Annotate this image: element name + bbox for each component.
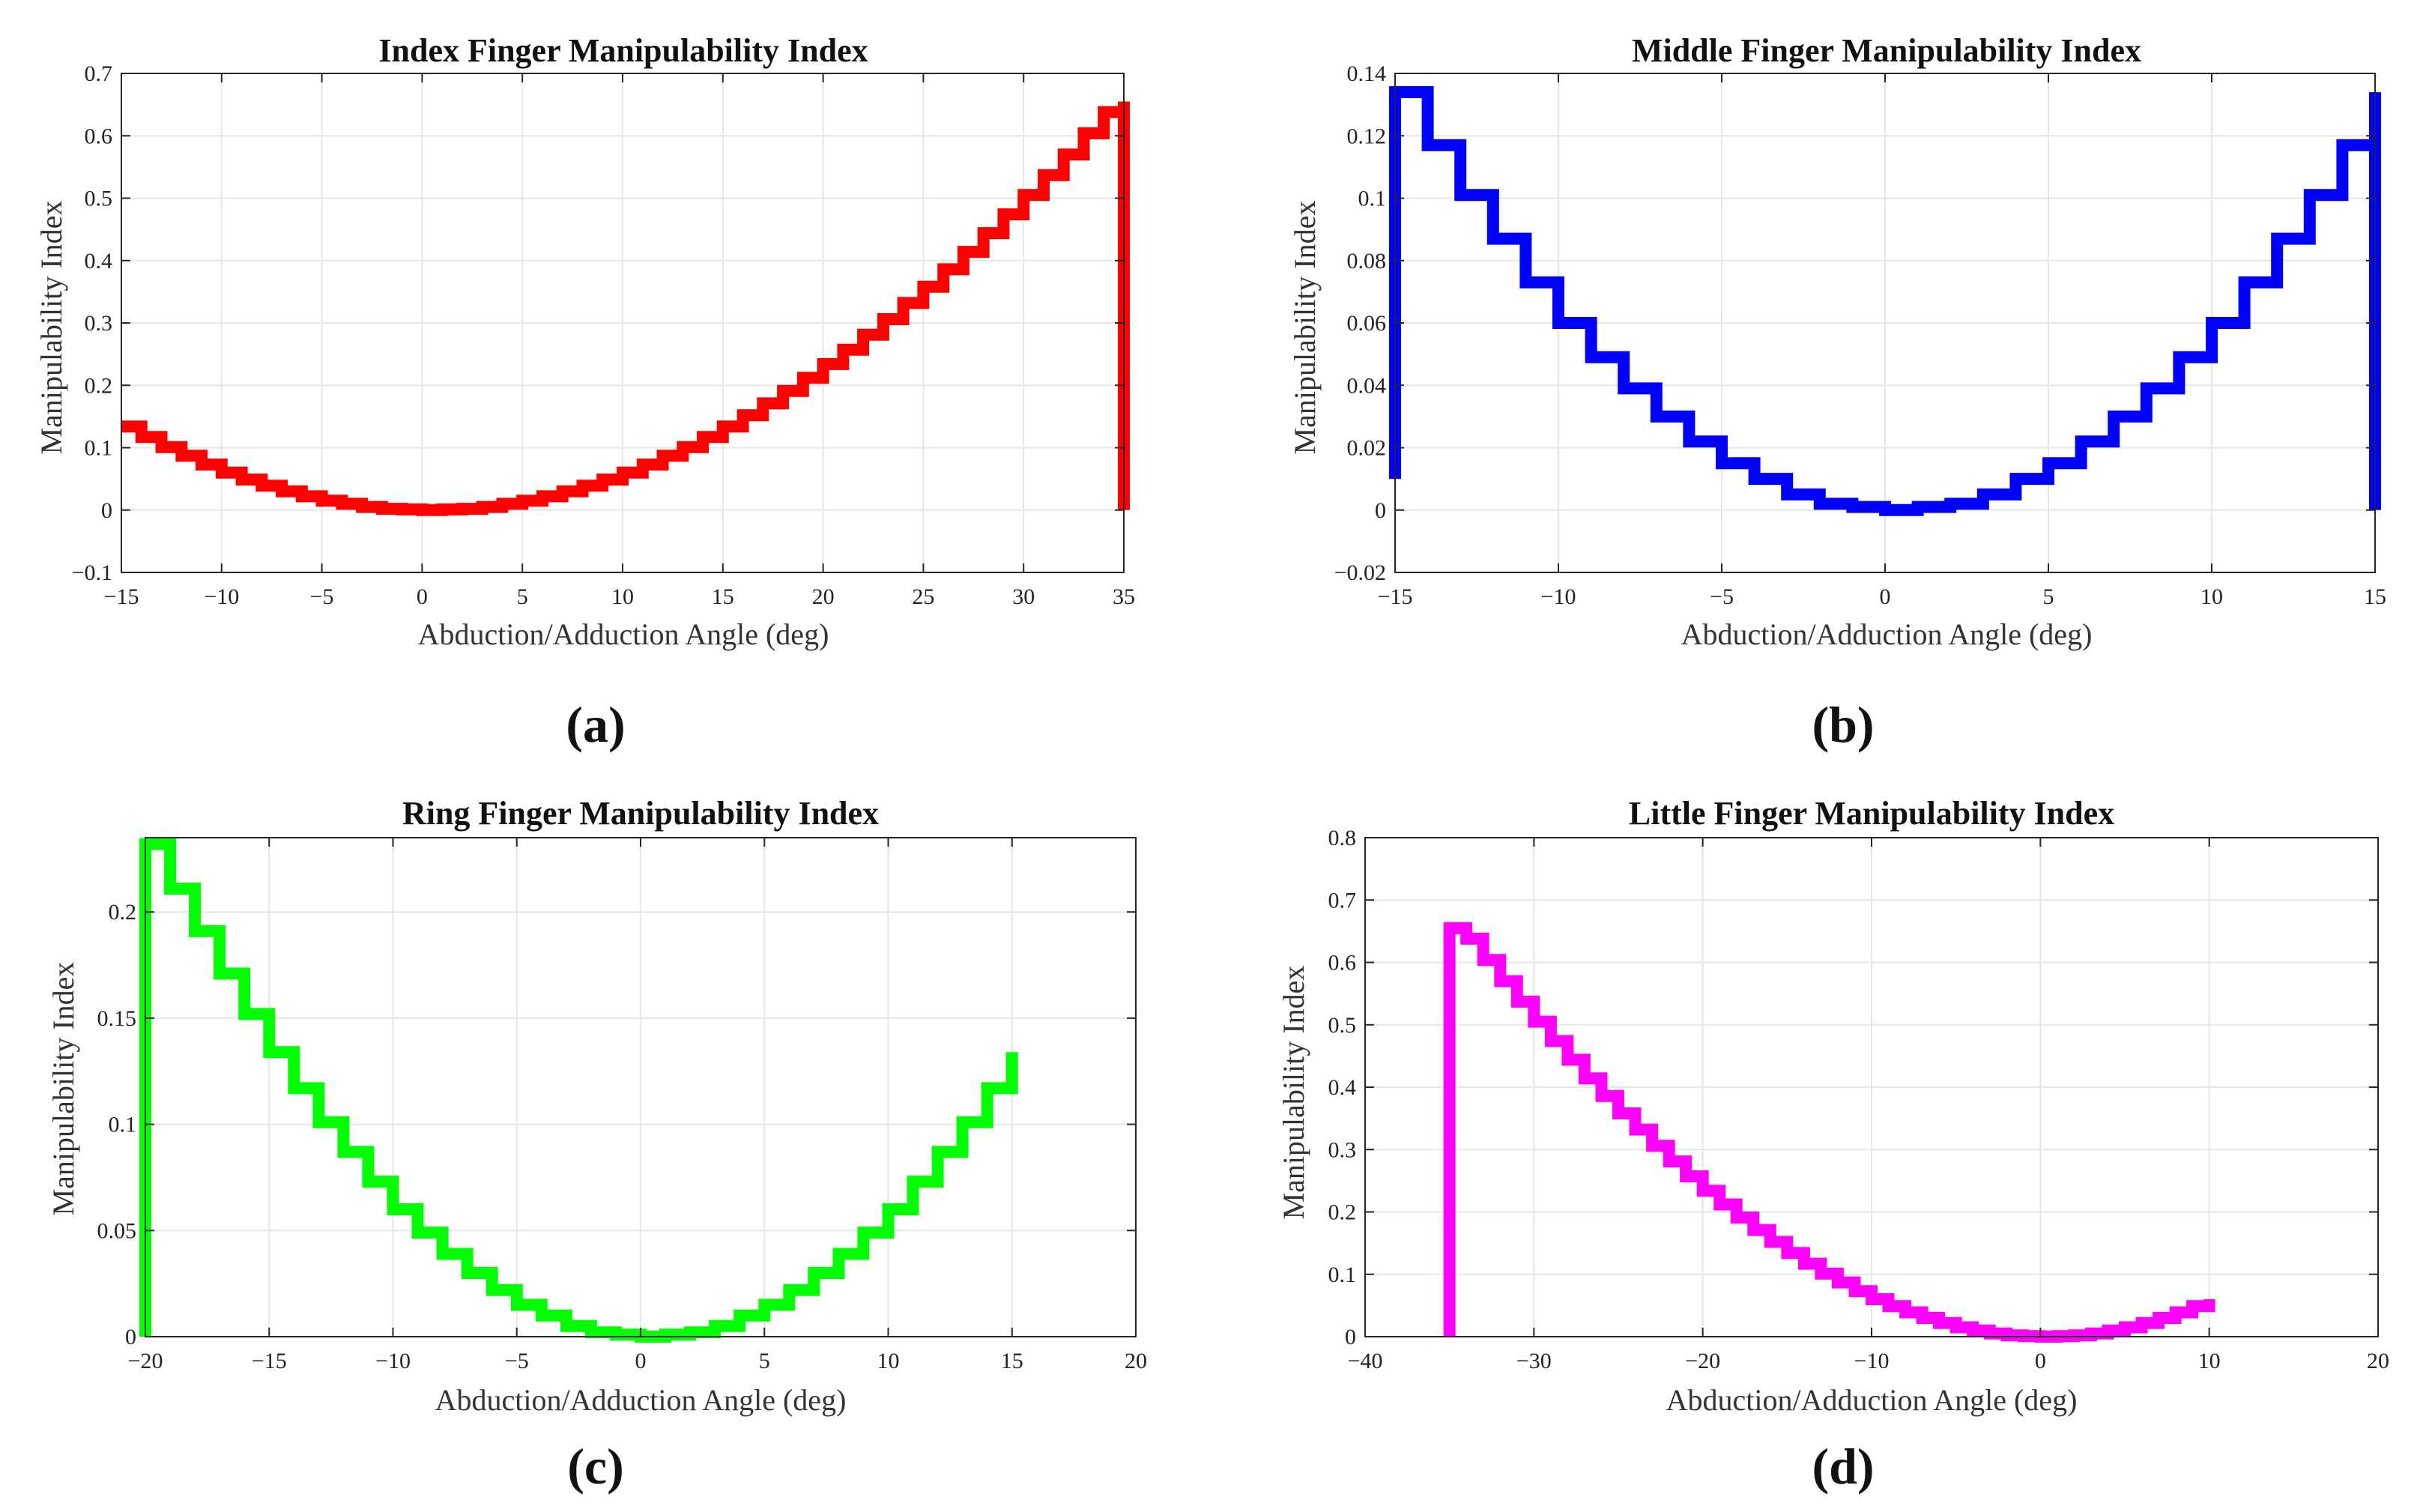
x-tick-label: 20 [2367,1349,2389,1373]
x-tick-label: −5 [1710,584,1734,609]
y-tick-label: 0.7 [85,61,113,86]
panel-label: (c) [567,1438,623,1495]
x-tick-label: 10 [2200,584,2223,609]
panel-label: (a) [566,696,625,753]
y-tick-label: 0.8 [1328,826,1357,850]
x-tick-label: −30 [1516,1349,1552,1373]
series-line-middle [1389,86,2381,516]
plot-area-2: −20 −15 −10 −5 0 5 10 15 20 0 0.05 0.1 0.15 0.2 [97,837,1147,1373]
y-tick-label: 0.2 [85,373,113,398]
y-tick-label: 0.05 [97,1218,137,1243]
y-axis-label: Manipulability Index [1277,966,1310,1220]
x-tick-label: 10 [2198,1349,2221,1373]
panel-a: Index Finger Manipulability Index Manipu… [34,32,868,753]
x-tick-label: −15 [104,584,139,609]
y-tick-label: −0.02 [1334,560,1386,585]
y-axis-label: Manipulability Index [1288,201,1322,455]
y-tick-label: 0.3 [1328,1137,1357,1162]
chart-title: Index Finger Manipulability Index [378,32,868,69]
x-tick-label: 0 [417,584,428,609]
y-tick-label: 0 [125,1325,136,1349]
y-tick-label: 0.12 [1347,124,1387,148]
y-tick-label: 0.1 [1358,187,1387,211]
plot-area-1: −15 −10 −5 0 5 10 15 −0.02 0 0.02 0.04 0.06 0.08 0.1 0… [1334,61,2386,609]
x-tick-label: −15 [1378,584,1413,609]
x-tick-label: 10 [877,1349,900,1373]
y-tick-label: 0 [101,498,112,523]
x-axis-label: Abduction/Adduction Angle (deg) [418,617,829,651]
x-tick-label: 15 [712,584,734,609]
x-tick-label: 5 [759,1349,770,1373]
plot-area-0: −15 −10 −5 0 5 10 15 20 25 30 35 −0.1 0 0.1 0.2 0.3 0.4 0… [72,61,1135,609]
x-tick-label: 35 [1113,584,1135,609]
y-tick-label: 0.3 [85,311,113,336]
x-tick-label: 20 [1125,1349,1147,1373]
x-axis-label: Abduction/Adduction Angle (deg) [1681,617,2093,651]
y-tick-label: 0.1 [109,1113,137,1137]
y-tick-label: 0.4 [1328,1075,1357,1100]
x-tick-label: −10 [1541,584,1576,609]
y-tick-label: 0.5 [1328,1013,1357,1038]
chart-title: Middle Finger Manipulability Index [1632,32,2141,69]
y-tick-label: 0.1 [85,436,113,461]
y-tick-label: 0.15 [97,1006,137,1031]
x-tick-label: 10 [611,584,634,609]
y-tick-label: 0 [1345,1325,1356,1349]
x-tick-label: −5 [505,1349,529,1373]
x-tick-label: 15 [2364,584,2386,609]
x-tick-label: 5 [2043,584,2054,609]
y-tick-label: 0.5 [85,187,113,211]
x-tick-label: −10 [375,1349,411,1373]
panel-d: Little Finger Manipulability Index Manip… [1277,795,2114,1495]
y-tick-label: 0.04 [1347,373,1387,398]
panel-b: Middle Finger Manipulability Index Manip… [1288,32,2141,753]
y-tick-label: 0.6 [1328,951,1357,976]
y-tick-label: 0.06 [1347,311,1387,336]
x-tick-label: −15 [252,1349,287,1373]
x-tick-label: −40 [1348,1349,1383,1373]
y-tick-label: 0.6 [85,124,113,148]
y-tick-label: −0.1 [72,560,112,585]
x-tick-label: 15 [1001,1349,1023,1373]
panel-label: (d) [1812,1438,1874,1495]
x-tick-label: −5 [310,584,334,609]
x-axis-label: Abduction/Adduction Angle (deg) [1666,1383,2078,1417]
x-tick-label: −20 [1685,1349,1720,1373]
series-line-index [121,101,1130,516]
y-tick-label: 0.2 [109,900,137,925]
y-axis-label: Manipulability Index [34,201,68,455]
y-tick-label: 0 [1375,498,1386,523]
y-tick-label: 0.1 [1328,1262,1357,1287]
x-tick-label: 0 [1880,584,1891,609]
x-tick-label: −10 [204,584,239,609]
x-tick-label: 0 [635,1349,647,1373]
plot-area-3: −40 −30 −20 −10 0 10 20 0 0.1 0.2 0.3 0.4 0.5 0.6 0.7 0… [1328,826,2390,1373]
y-tick-label: 0.08 [1347,249,1387,273]
x-tick-label: 20 [812,584,835,609]
x-tick-label: 5 [517,584,528,609]
y-axis-label: Manipulability Index [46,962,80,1216]
x-tick-label: −10 [1854,1349,1890,1373]
x-tick-label: 25 [912,584,934,609]
series-line-little [1443,922,2215,1343]
series-line-ring [139,838,1018,1343]
x-tick-label: 30 [1012,584,1035,609]
x-axis-label: Abduction/Adduction Angle (deg) [435,1383,847,1417]
chart-title: Ring Finger Manipulability Index [402,795,879,832]
x-tick-label: −20 [128,1349,163,1373]
y-tick-label: 0.02 [1347,436,1387,461]
x-tick-label: 0 [2035,1349,2046,1373]
chart-title: Little Finger Manipulability Index [1629,795,2114,832]
y-tick-label: 0.4 [85,249,113,273]
y-tick-label: 0.14 [1347,61,1387,86]
y-tick-label: 0.2 [1328,1200,1357,1225]
y-tick-label: 0.7 [1328,888,1357,913]
panel-label: (b) [1812,696,1874,753]
panel-c: Ring Finger Manipulability Index Manipul… [46,795,879,1495]
